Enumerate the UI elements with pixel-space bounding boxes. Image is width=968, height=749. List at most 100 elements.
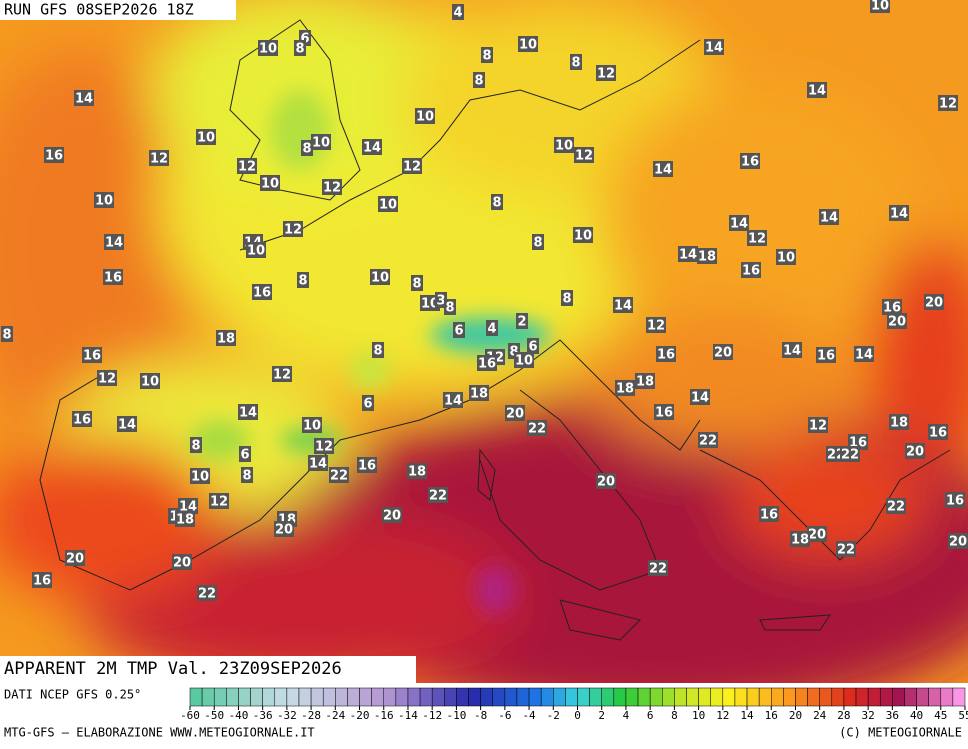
colorbar-swatch: [589, 687, 602, 707]
label-box: [729, 215, 749, 231]
colorbar-swatch: [528, 687, 542, 707]
label-box: [415, 108, 435, 124]
colorbar-swatch: [347, 687, 360, 707]
map-label: 20: [925, 296, 943, 311]
map-label: 6: [240, 448, 249, 463]
label-box: [889, 205, 909, 221]
map-label: 16: [358, 459, 376, 474]
colorbar-tick-label: -36: [253, 709, 273, 722]
colorbar-swatch: [662, 687, 675, 707]
map-label: 20: [888, 315, 906, 330]
map-label: 16: [478, 357, 496, 372]
map-label: 12: [150, 152, 168, 167]
colorbar-swatch: [407, 687, 421, 707]
colorbar-tick-label: -32: [277, 709, 297, 722]
colorbar-swatch: [238, 687, 251, 707]
map-label: 8: [474, 74, 483, 89]
colorbar-swatch: [795, 687, 808, 707]
colorbar-swatch: [904, 687, 917, 707]
map-label: 2: [517, 315, 526, 330]
map-label: 14: [75, 92, 93, 107]
colorbar-swatch: [746, 687, 760, 707]
label-box: [819, 209, 839, 225]
label-box: [411, 275, 423, 291]
colorbar-swatch: [819, 687, 833, 707]
map-label: 8: [295, 42, 304, 57]
label-box: [308, 455, 328, 471]
label-box: [653, 161, 673, 177]
label-box: [311, 134, 331, 150]
colorbar-tick-label: 6: [647, 709, 654, 722]
label-box: [776, 249, 796, 265]
label-box: [197, 585, 217, 601]
colorbar-tick-label: 0: [574, 709, 581, 722]
colorbar-tick-label: 2: [598, 709, 605, 722]
map-label: 14: [444, 394, 462, 409]
map-label: 14: [855, 348, 873, 363]
colorbar-swatch: [262, 687, 276, 707]
map-label: 10: [777, 251, 795, 266]
map-label: 10: [871, 0, 889, 14]
map-label: 20: [906, 445, 924, 460]
label-box: [428, 487, 448, 503]
label-box: [596, 65, 616, 81]
label-box: [32, 572, 52, 588]
map-label: 10: [261, 177, 279, 192]
label-box: [302, 417, 322, 433]
label-box: [283, 221, 303, 237]
label-box: [596, 473, 616, 489]
map-label: 18: [408, 465, 426, 480]
label-box: [382, 507, 402, 523]
map-label: 20: [506, 407, 524, 422]
colorbar-swatch: [686, 687, 699, 707]
map-label: 12: [315, 440, 333, 455]
colorbar-swatch: [298, 687, 312, 707]
label-box: [297, 272, 309, 288]
label-box: [370, 269, 390, 285]
title-box: [0, 656, 416, 683]
label-box: [532, 234, 544, 250]
label-box: [527, 338, 539, 354]
colorbar-swatch: [577, 687, 590, 707]
colorbar-swatch: [516, 687, 530, 707]
label-box: [444, 299, 456, 315]
label-box: [469, 385, 489, 401]
label-box: [713, 344, 733, 360]
label-box: [870, 0, 890, 13]
map-label: 22: [887, 500, 905, 515]
colorbar-tick-label: 4: [623, 709, 630, 722]
label-box: [322, 179, 342, 195]
label-box: [518, 36, 538, 52]
label-box: [452, 4, 464, 20]
map-label: 20: [173, 556, 191, 571]
label-box: [836, 541, 856, 557]
map-label: 18: [616, 382, 634, 397]
map-label: 12: [748, 232, 766, 247]
map-label: 20: [383, 509, 401, 524]
label-box: [945, 492, 965, 508]
colorbar-swatch: [456, 687, 469, 707]
colorbar-tick-label: 40: [910, 709, 923, 722]
colorbar-swatch: [771, 687, 784, 707]
label-box: [905, 443, 925, 459]
colorbar-tick-label: 55: [958, 709, 968, 722]
map-label: 12: [647, 319, 665, 334]
map-label: 10: [555, 139, 573, 154]
map-label: 12: [403, 160, 421, 175]
label-box: [948, 533, 968, 549]
map-label: 20: [808, 528, 826, 543]
colorbar-swatch: [625, 687, 639, 707]
map-label: 8: [302, 142, 311, 157]
label-box: [747, 230, 767, 246]
colorbar-tick-label: 20: [789, 709, 802, 722]
map-label: 12: [98, 372, 116, 387]
map-label: 22: [198, 587, 216, 602]
colorbar-tick-label: -14: [398, 709, 418, 722]
map-label: 14: [890, 207, 908, 222]
colorbar-swatch: [444, 687, 457, 707]
map-label: 12: [575, 149, 593, 164]
map-label: 10: [416, 110, 434, 125]
map-label: 4: [453, 6, 462, 21]
map-label: 18: [636, 375, 654, 390]
map-label: 16: [73, 413, 91, 428]
